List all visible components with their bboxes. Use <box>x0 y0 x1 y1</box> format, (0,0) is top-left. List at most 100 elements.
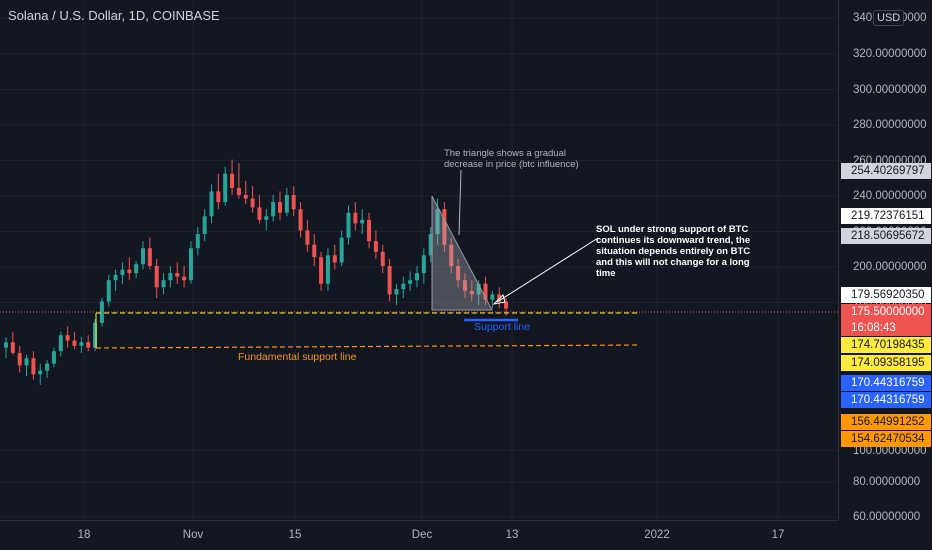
candle-body <box>250 198 255 208</box>
chart-title: Solana / U.S. Dollar, 1D, COINBASE <box>8 8 220 23</box>
candle-body <box>195 234 200 249</box>
candle-body <box>449 244 454 266</box>
candle-body <box>339 237 344 263</box>
candle-body <box>93 322 98 348</box>
btc-arrow-head <box>492 294 506 305</box>
price-tick-label: 80.00000000 <box>853 476 921 488</box>
candle-body <box>38 370 43 375</box>
candle-body <box>58 335 63 352</box>
candle-body <box>380 251 385 266</box>
candle-body <box>319 257 324 284</box>
price-badge: 16:08:43 <box>841 320 931 336</box>
btc-arrow-line <box>496 237 599 303</box>
fundamental-support-label: Fundamental support line <box>238 351 357 363</box>
currency-button[interactable]: USD <box>873 10 905 26</box>
time-tick-label: 13 <box>505 529 519 541</box>
candle-body <box>4 342 8 348</box>
candle-body <box>127 269 132 274</box>
candle-body <box>504 301 509 309</box>
candle-body <box>490 294 495 300</box>
price-tick-label: 100.00000000 <box>853 444 927 457</box>
candle-body <box>141 248 145 265</box>
candle-body <box>408 280 413 284</box>
candle-body <box>51 351 56 364</box>
time-axis[interactable]: 18 Nov 15 Dec 13 2022 17 <box>0 520 838 550</box>
candle-body <box>298 209 303 231</box>
price-tick-label: 280.00000000 <box>853 119 927 131</box>
price-axis[interactable]: 340.00000000320.00000000300.00000000280.… <box>838 0 932 523</box>
triangle-note: The triangle shows a gradual decrease in… <box>444 148 579 170</box>
candle-body <box>456 266 461 281</box>
candle-body <box>17 352 22 366</box>
btc-note: SOL under strong support of BTC continue… <box>596 224 751 279</box>
price-tick-label: 200.00000000 <box>853 261 927 273</box>
candle-body <box>223 173 228 203</box>
candle-body <box>346 212 351 238</box>
candle-body <box>435 209 440 235</box>
candle-body <box>483 283 488 300</box>
candle-body <box>360 219 365 224</box>
candle-body <box>421 255 426 274</box>
candle-body <box>79 342 84 346</box>
chart-area[interactable]: Solana / U.S. Dollar, 1D, COINBASE The t… <box>0 0 838 520</box>
candle-body <box>305 230 310 245</box>
candle-body <box>373 241 378 252</box>
candle-body <box>230 173 235 188</box>
price-badge: 174.70198435 <box>841 337 931 353</box>
candle-body <box>161 280 166 288</box>
candle-body <box>175 273 180 277</box>
price-badge: 218.50695672 <box>841 228 931 244</box>
price-badge: 179.56920350 <box>841 287 931 303</box>
candle-body <box>65 335 70 341</box>
candle-body <box>182 276 187 281</box>
candle-body <box>415 273 419 281</box>
time-tick-label: 15 <box>288 529 302 541</box>
candle-body <box>257 207 262 220</box>
candle-body <box>332 255 337 263</box>
triangle-shape <box>431 195 493 311</box>
price-tick-label: 60.00000000 <box>853 511 921 523</box>
candle-body <box>86 342 91 348</box>
price-tick-label: 300.00000000 <box>853 83 927 96</box>
candle-body <box>312 244 317 258</box>
candle-body <box>243 195 248 199</box>
price-badge: 170.44316759 <box>841 392 931 408</box>
support-line-label: Support line <box>474 321 531 333</box>
candle-body <box>462 280 467 291</box>
price-badge: 254.40269797 <box>841 163 931 179</box>
candle-body <box>113 274 118 281</box>
time-tick-label: Nov <box>182 529 204 541</box>
candle-body <box>394 289 399 295</box>
candle-body <box>497 294 502 302</box>
candle-body <box>72 340 77 346</box>
time-tick-label: 17 <box>771 529 785 541</box>
candle-body <box>120 269 125 275</box>
price-tick-label: 240.00000000 <box>853 190 927 202</box>
candle-body <box>271 202 276 217</box>
candle-body <box>31 358 36 375</box>
candle-body <box>45 363 50 371</box>
fundamental-support-line <box>95 344 641 349</box>
candle-body <box>476 283 481 295</box>
candle-body <box>236 187 241 195</box>
price-badge: 175.50000000 <box>841 304 931 320</box>
price-badge: 154.62470534 <box>841 431 931 447</box>
candle-body <box>353 212 358 224</box>
candle-body <box>387 266 392 295</box>
time-tick-label: 18 <box>77 529 91 541</box>
candle-body <box>367 219 372 242</box>
candle-body <box>24 358 29 366</box>
candle-body <box>10 342 15 353</box>
price-badge: 219.72376151 <box>841 208 931 224</box>
price-badge: 170.44316759 <box>841 375 931 391</box>
candle-body <box>291 195 296 210</box>
candlestick-chart[interactable] <box>0 0 838 520</box>
price-tick-label: 320.00000000 <box>853 48 927 60</box>
candle-body <box>216 191 221 203</box>
candle-body <box>284 195 289 213</box>
candle-body <box>147 248 152 266</box>
candle-body <box>401 283 406 290</box>
candle-body <box>325 255 330 284</box>
candle-body <box>99 301 104 323</box>
candle-body <box>264 216 269 220</box>
